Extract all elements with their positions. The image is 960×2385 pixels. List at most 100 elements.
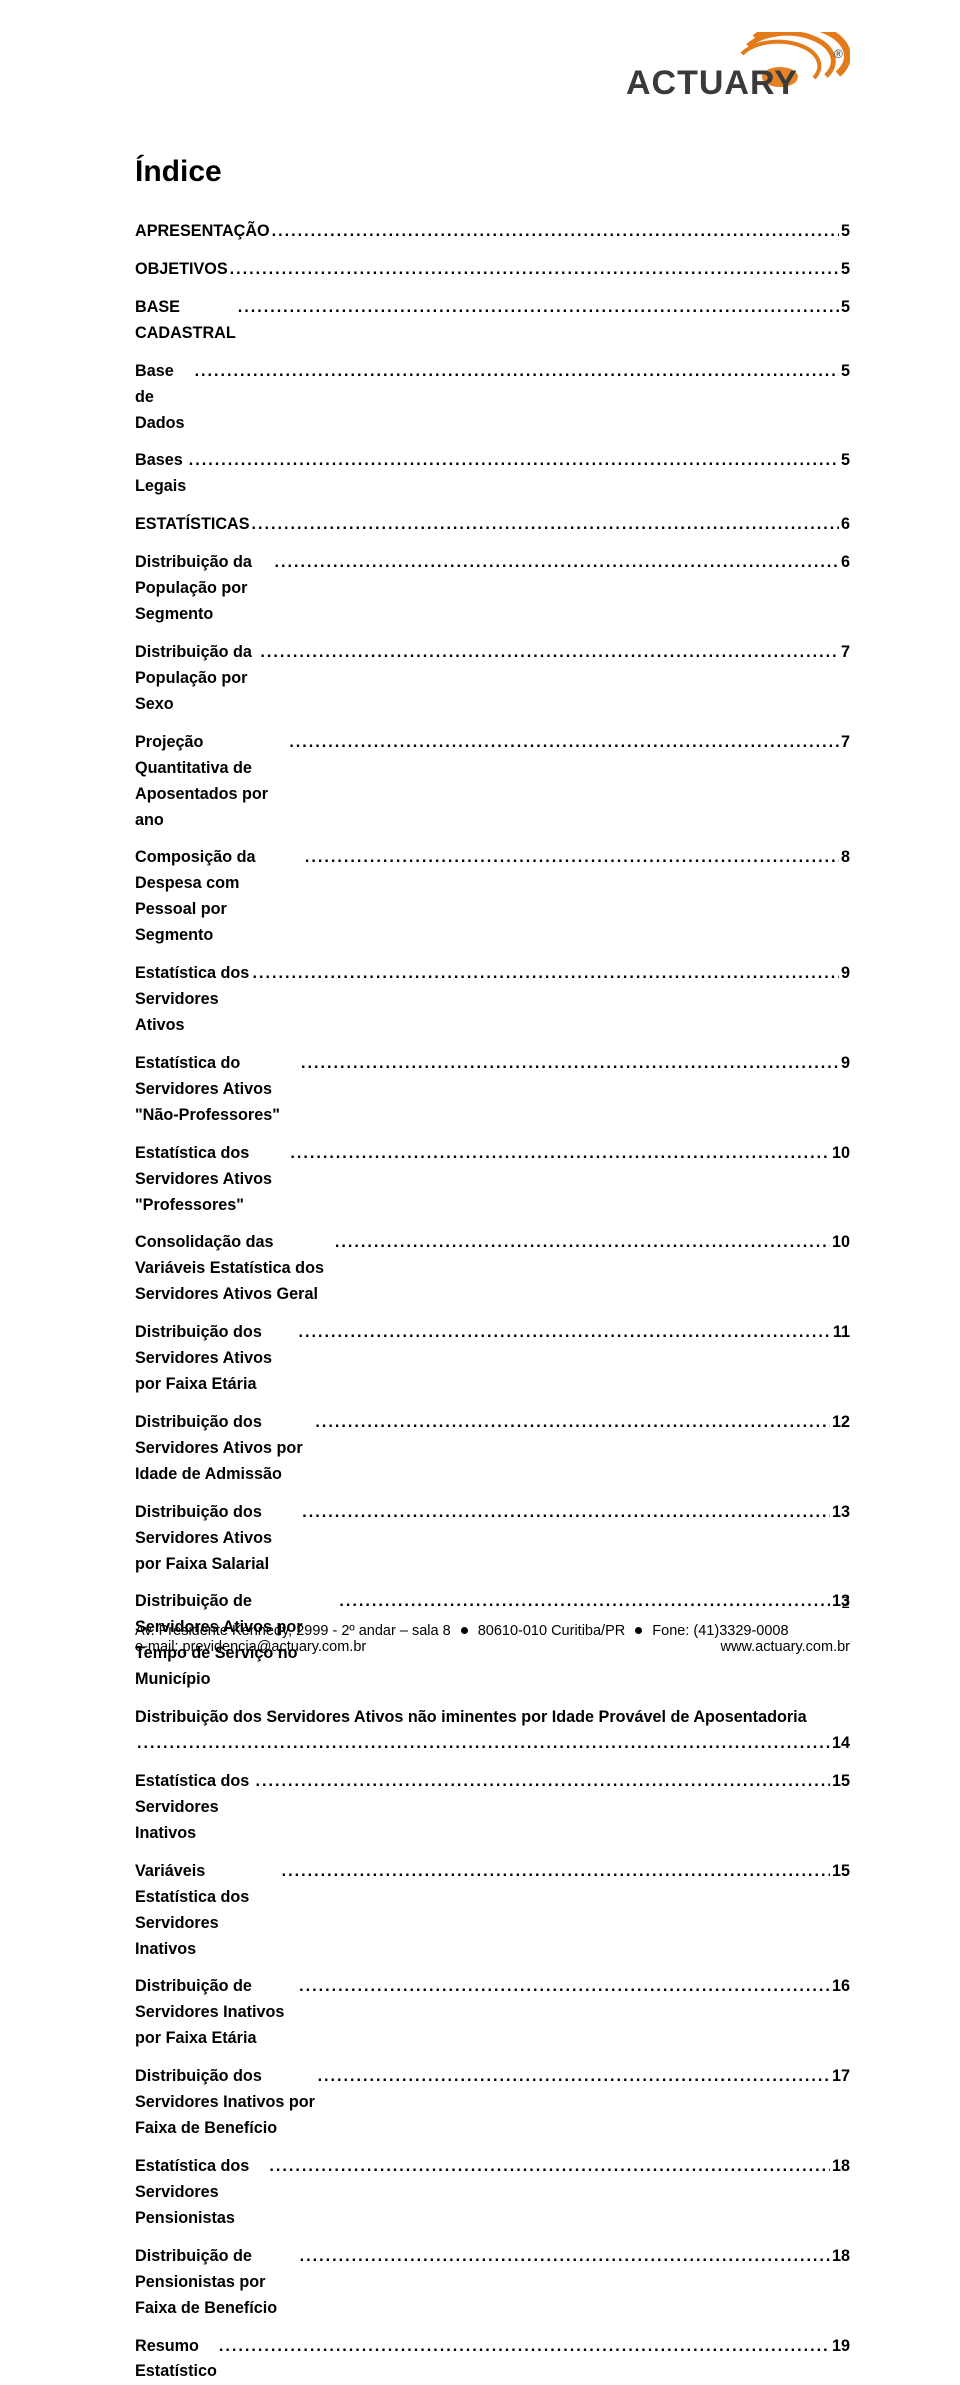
toc-leader: ........................................… <box>189 448 839 474</box>
toc-leader: ........................................… <box>238 295 839 321</box>
toc-page: 9 <box>841 1051 850 1077</box>
toc-leader: ........................................… <box>315 1410 830 1436</box>
footer-email: e-mail: previdencia@actuary.com.br <box>135 1639 366 1655</box>
toc-label: ESTATÍSTICAS <box>135 512 250 538</box>
toc-leader: ........................................… <box>335 1230 830 1256</box>
toc-entry: Distribuição da População por Segmento..… <box>135 550 850 628</box>
toc-entry: Estatística dos Servidores Ativos "Profe… <box>135 1141 850 1219</box>
toc-page: 6 <box>841 512 850 538</box>
toc-leader: ........................................… <box>137 1731 830 1757</box>
toc-leader: ........................................… <box>272 219 839 245</box>
toc-label: Distribuição dos Servidores Ativos por I… <box>135 1410 313 1488</box>
toc-entry: Estatística dos Servidores Ativos.......… <box>135 961 850 1039</box>
toc-page: 18 <box>832 2244 850 2270</box>
toc-label: Estatística dos Servidores Ativos "Profe… <box>135 1141 288 1219</box>
toc-entry: Resumo Estatístico......................… <box>135 2334 850 2385</box>
footer-phone: Fone: (41)3329-0008 <box>652 1623 788 1639</box>
toc-leader: ........................................… <box>339 1589 830 1615</box>
toc-leader: ........................................… <box>299 1320 831 1346</box>
bullet-icon <box>461 1627 468 1634</box>
toc-entry: Distribuição dos Servidores Ativos por F… <box>135 1320 850 1398</box>
toc-label: Resumo Estatístico <box>135 2334 217 2385</box>
toc-page: 10 <box>832 1141 850 1167</box>
footer-line-1: Av. Presidente Kennedy, 2999 - 2º andar … <box>135 1623 850 1639</box>
toc-label: Estatística dos Servidores Ativos <box>135 961 250 1039</box>
toc-entry: Distribuição dos Servidores Ativos por F… <box>135 1500 850 1578</box>
toc-page: 8 <box>841 845 850 871</box>
toc-label: Distribuição dos Servidores Ativos não i… <box>135 1705 850 1731</box>
footer-line-2: e-mail: previdencia@actuary.com.br www.a… <box>135 1639 850 1655</box>
toc-label: Distribuição dos Servidores Ativos por F… <box>135 1320 297 1398</box>
toc-entry: Distribuição de Servidores Inativos por … <box>135 1974 850 2052</box>
toc-leader: ........................................… <box>318 2064 830 2090</box>
toc-page: 17 <box>832 2064 850 2090</box>
page-footer: Av. Presidente Kennedy, 2999 - 2º andar … <box>135 1623 850 1655</box>
toc-page: 16 <box>832 1974 850 2000</box>
toc-page: 19 <box>832 2334 850 2360</box>
toc-label: Projeção Quantitativa de Aposentados por… <box>135 730 287 834</box>
toc-page: 13 <box>832 1500 850 1526</box>
toc-entry: Base de Dados...........................… <box>135 359 850 437</box>
toc-leader: ........................................… <box>256 1769 830 1795</box>
toc-entry: Projeção Quantitativa de Aposentados por… <box>135 730 850 834</box>
toc-page: 18 <box>832 2154 850 2180</box>
toc-entry: Distribuição dos Servidores Ativos por I… <box>135 1410 850 1488</box>
toc-leader: ........................................… <box>219 2334 830 2360</box>
toc-page: 15 <box>832 1769 850 1795</box>
toc-leader: ........................................… <box>269 2154 830 2180</box>
toc-label: BASE CADASTRAL <box>135 295 236 347</box>
toc-leader: ........................................… <box>290 1141 830 1167</box>
toc-leader: ........................................… <box>252 961 839 987</box>
toc-page: 5 <box>841 257 850 283</box>
toc-label: Estatística do Servidores Ativos "Não-Pr… <box>135 1051 299 1129</box>
footer-website: www.actuary.com.br <box>721 1639 850 1655</box>
toc-page: 12 <box>832 1410 850 1436</box>
toc-leader: ........................................… <box>260 640 839 666</box>
toc-entry: APRESENTAÇÃO............................… <box>135 219 850 245</box>
toc-entry: Distribuição dos Servidores Inativos por… <box>135 2064 850 2142</box>
toc-leader: ........................................… <box>301 1051 839 1077</box>
page-number: 2 <box>842 1593 851 1613</box>
toc-entry: Estatística dos Servidores Inativos.....… <box>135 1769 850 1847</box>
toc-leader: ........................................… <box>282 1859 830 1885</box>
toc-page: 5 <box>841 219 850 245</box>
toc-page: 7 <box>841 640 850 666</box>
footer-city: 80610-010 Curitiba/PR <box>478 1623 626 1639</box>
toc-leader: ........................................… <box>275 550 839 576</box>
toc-leader: ........................................… <box>195 359 839 385</box>
toc-label: Bases Legais <box>135 448 187 500</box>
toc-label: Distribuição da População por Sexo <box>135 640 258 718</box>
toc-leader: ........................................… <box>230 257 839 283</box>
toc-leader: ........................................… <box>305 845 839 871</box>
toc-entry: Estatística dos Servidores Pensionistas.… <box>135 2154 850 2232</box>
toc-entry: OBJETIVOS...............................… <box>135 257 850 283</box>
toc-page: 5 <box>841 295 850 321</box>
toc-entry: Variáveis Estatística dos Servidores Ina… <box>135 1859 850 1963</box>
toc-page: 11 <box>833 1320 850 1346</box>
toc-label: Consolidação das Variáveis Estatística d… <box>135 1230 333 1308</box>
bullet-icon <box>635 1627 642 1634</box>
toc-label: Base de Dados <box>135 359 193 437</box>
svg-text:®: ® <box>834 47 843 61</box>
toc-entry: Distribuição de Pensionistas por Faixa d… <box>135 2244 850 2322</box>
toc-label: Distribuição de Servidores Inativos por … <box>135 1974 297 2052</box>
toc-entry: Composição da Despesa com Pessoal por Se… <box>135 845 850 949</box>
toc-label: Distribuição dos Servidores Inativos por… <box>135 2064 316 2142</box>
toc-page: 5 <box>841 359 850 385</box>
toc-entry: BASE CADASTRAL..........................… <box>135 295 850 347</box>
toc-entry: Estatística do Servidores Ativos "Não-Pr… <box>135 1051 850 1129</box>
document-page: ACTUARY ® Índice APRESENTAÇÃO...........… <box>0 0 960 1713</box>
toc-entry: Consolidação das Variáveis Estatística d… <box>135 1230 850 1308</box>
toc-label: Distribuição da População por Segmento <box>135 550 273 628</box>
toc-entry: Distribuição da População por Sexo......… <box>135 640 850 718</box>
toc-label: Variáveis Estatística dos Servidores Ina… <box>135 1859 280 1963</box>
toc-entry: ESTATÍSTICAS............................… <box>135 512 850 538</box>
toc-label: OBJETIVOS <box>135 257 228 283</box>
toc-page: 5 <box>841 448 850 474</box>
toc-leader: ........................................… <box>302 1500 830 1526</box>
footer-address: Av. Presidente Kennedy, 2999 - 2º andar … <box>135 1623 451 1639</box>
toc-page: 14 <box>832 1731 850 1757</box>
toc-page: 9 <box>841 961 850 987</box>
toc-label: Estatística dos Servidores Pensionistas <box>135 2154 267 2232</box>
toc-label: APRESENTAÇÃO <box>135 219 270 245</box>
